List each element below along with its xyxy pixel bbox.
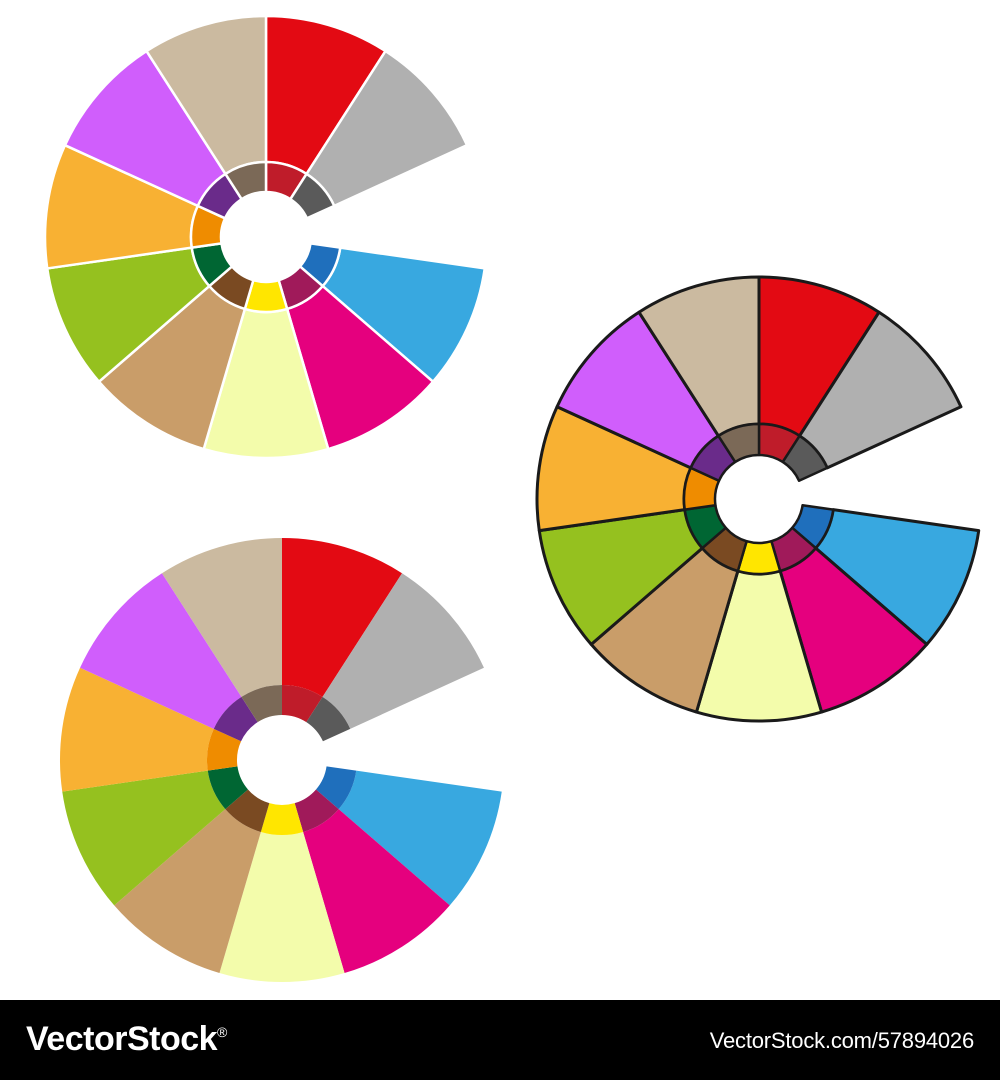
segment-red-inner [282, 685, 323, 723]
color-wheel-black-outline [535, 275, 981, 723]
segment-gray-inner [781, 434, 829, 482]
segment-blue-outer [338, 770, 502, 906]
color-wheel-white-outline [43, 14, 486, 460]
segment-tan-outer [114, 809, 261, 974]
segment-magenta-outer [303, 809, 450, 974]
segment-blue-inner [316, 766, 357, 810]
color-wheel-no-outline [60, 538, 502, 983]
segment-orange-outer [60, 667, 214, 792]
segment-pale-yellow-inner [260, 803, 304, 835]
segment-beige-outer [161, 538, 282, 697]
brand-name: VectorStock [26, 1020, 218, 1058]
segment-green-inner [207, 766, 248, 810]
registered-mark: ® [217, 1024, 227, 1040]
segment-gray-outer [322, 573, 484, 729]
watermark-footer: VectorStock® VectorStock.com/57894026 [0, 1000, 1000, 1080]
segment-beige-inner [241, 685, 282, 723]
segment-tan-inner [225, 789, 270, 832]
segment-pale-yellow-outer [219, 831, 345, 983]
segment-gray-inner [306, 696, 351, 742]
segment-orange-inner [206, 728, 242, 771]
segment-beige-inner [717, 422, 761, 464]
segment-violet-inner [213, 696, 258, 742]
segment-magenta-inner [294, 789, 339, 832]
segment-red-outer [282, 538, 403, 697]
image-url: VectorStock.com/57894026 [709, 1028, 974, 1053]
segment-beige-inner [224, 160, 268, 201]
segment-violet-outer [80, 573, 242, 729]
color-wheels-canvas [43, 14, 981, 983]
segment-gray-inner [289, 172, 336, 220]
segment-green-outer [62, 770, 226, 906]
vectorstock-logo: VectorStock® [26, 1020, 227, 1059]
